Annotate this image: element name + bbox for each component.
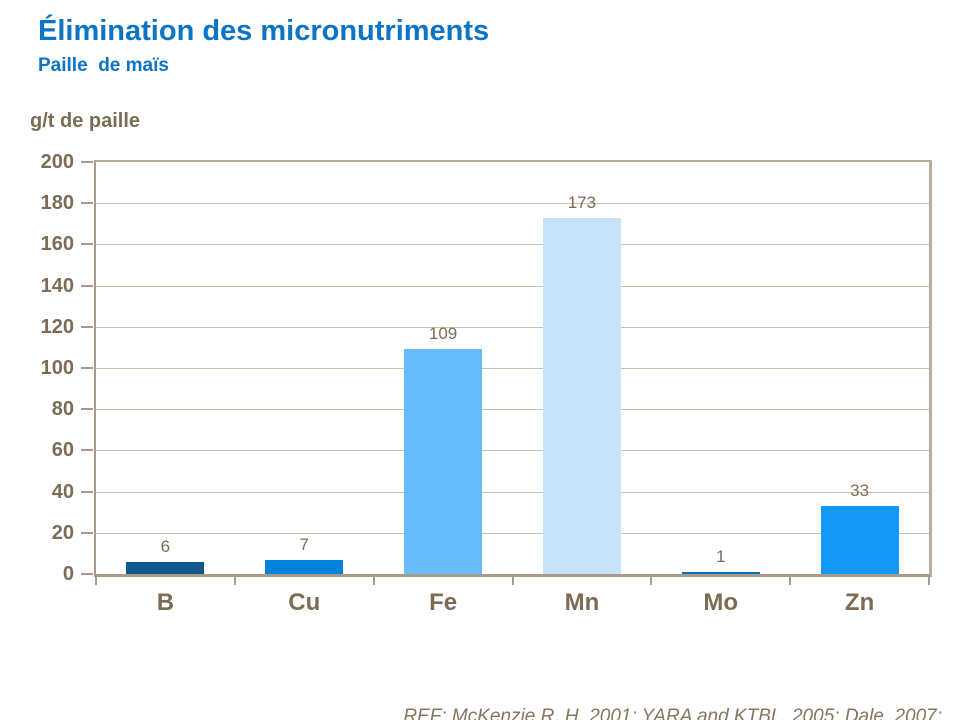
y-axis-tick-mark	[81, 325, 93, 328]
bar-value-label-Mo: 1	[716, 547, 726, 566]
y-axis-tick-mark	[81, 161, 93, 163]
bar-Cu	[265, 560, 344, 574]
y-axis-tick-label: 180	[40, 192, 74, 215]
gridline-140	[96, 285, 929, 287]
y-axis-tick-label: 100	[40, 357, 74, 379]
gridline-160	[96, 244, 929, 246]
y-axis-tick-label: 0	[62, 563, 74, 585]
gridline-60	[96, 450, 929, 452]
y-axis-tick-mark	[81, 367, 93, 369]
x-axis-tick-mark	[233, 577, 236, 585]
plot-inner: 6 7 109 173 1 33	[96, 162, 929, 574]
x-axis-tick-mark	[928, 577, 930, 585]
x-axis-category-label-Mo: Mo	[703, 589, 739, 616]
bar-slot-Mn: 173	[513, 162, 652, 574]
x-axis-category-label-Cu: Cu	[288, 589, 321, 616]
y-axis-tick-mark	[81, 202, 93, 205]
gridline-120	[96, 326, 929, 328]
y-axis-tick-mark	[81, 449, 93, 452]
bar-Mo	[681, 572, 760, 574]
gridline-180	[96, 203, 929, 205]
x-axis-category-label-Mn: Mn	[564, 589, 600, 616]
y-axis-tick-label: 60	[51, 439, 74, 462]
bar-value-label-Fe: 109	[428, 324, 458, 343]
bar-chart-plot-area: 6 7 109 173 1 33	[94, 160, 932, 577]
bar-B	[126, 562, 205, 574]
y-axis-tick-label: 120	[40, 315, 74, 338]
bar-slot-Mo: 1	[651, 162, 790, 574]
bar-value-label-B: 6	[160, 537, 171, 556]
gridline-80	[96, 409, 929, 411]
reference-text: REF: McKenzie R. H. 2001; YARA and KTBL.…	[403, 649, 942, 720]
y-axis-tick-label: 20	[51, 521, 74, 544]
y-axis-tick-mark	[81, 573, 93, 575]
x-axis-category-label-B: B	[156, 589, 175, 616]
y-axis-tick-mark	[81, 408, 93, 411]
bar-slot-Zn: 33	[790, 162, 929, 574]
bar-Fe	[404, 349, 483, 574]
x-axis-category-label-Fe: Fe	[429, 589, 458, 616]
x-axis-tick-mark	[511, 577, 514, 585]
y-axis-tick-label: 160	[40, 233, 74, 256]
y-axis-tick-mark	[81, 284, 93, 287]
reference-line-1: REF: McKenzie R. H. 2001; YARA and KTBL.…	[403, 706, 942, 720]
x-axis-tick-mark	[372, 577, 375, 585]
x-axis-tick-mark	[789, 577, 792, 585]
page-subtitle: Paille de maïs	[38, 55, 169, 76]
x-axis-category-label-Zn: Zn	[844, 589, 875, 616]
y-axis-title: g/t de paille	[30, 110, 141, 132]
y-axis-tick-label: 80	[51, 398, 74, 421]
bar-value-label-Mn: 173	[567, 193, 597, 212]
bar-slot-B: 6	[96, 162, 235, 574]
y-axis-tick-label: 140	[40, 274, 74, 297]
y-axis-tick-label: 40	[51, 480, 74, 503]
y-axis-tick-mark	[81, 531, 93, 534]
bar-value-label-Cu: 7	[299, 535, 309, 554]
bar-Mn	[542, 218, 621, 574]
x-axis-tick-mark	[650, 577, 653, 585]
gridline-100	[96, 368, 929, 369]
x-axis-tick-mark	[95, 577, 97, 585]
gridline-40	[96, 491, 929, 493]
y-axis-tick-mark	[81, 243, 93, 246]
y-axis-tick-mark	[81, 490, 93, 493]
bar-slot-Cu: 7	[235, 162, 374, 574]
gridline-20	[96, 532, 929, 534]
bar-value-label-Zn: 33	[850, 481, 870, 500]
bar-slot-Fe: 109	[374, 162, 513, 574]
bar-Zn	[820, 506, 899, 574]
page-title: Élimination des micronutriments	[38, 15, 490, 47]
y-axis-tick-label: 200	[40, 151, 74, 173]
